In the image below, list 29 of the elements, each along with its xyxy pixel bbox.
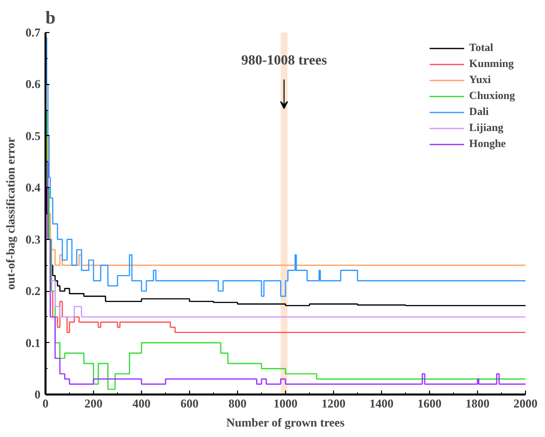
y-tick-label: 0.5: [26, 128, 40, 143]
band-label: 980-1008 trees: [241, 54, 328, 69]
legend-label: Chuxiong: [469, 90, 515, 102]
legend-label: Honghe: [469, 138, 506, 150]
legend-label: Total: [469, 42, 494, 54]
y-tick-label: 0: [34, 388, 40, 402]
y-tick-label: 0.3: [26, 232, 40, 246]
y-tick-label: 0.6: [26, 77, 40, 92]
y-tick-label: 0.7: [26, 26, 40, 40]
x-tick-label: 400: [132, 396, 150, 410]
x-axis-title: Number of grown trees: [226, 416, 345, 430]
legend-label: Lijiang: [469, 122, 504, 134]
x-tick-label: 1200: [322, 396, 346, 410]
chart-title: b: [46, 8, 56, 28]
x-tick-label: 1600: [418, 396, 442, 410]
legend-label: Yuxi: [469, 74, 491, 86]
x-tick-label: 800: [228, 396, 246, 410]
legend-label: Kunming: [469, 58, 514, 70]
legend-label: Dali: [469, 106, 490, 118]
y-tick-label: 0.2: [26, 284, 40, 298]
x-tick-label: 2000: [514, 396, 538, 410]
y-tick-label: 0.1: [26, 336, 40, 350]
x-tick-label: 1800: [466, 396, 490, 410]
x-tick-label: 1400: [370, 396, 394, 410]
x-tick-label: 1000: [274, 396, 298, 410]
x-tick-label: 600: [180, 396, 198, 410]
x-tick-label: 200: [84, 396, 102, 410]
y-axis-title: out-of-bag classification error: [4, 136, 18, 290]
y-tick-label: 0.4: [26, 180, 40, 195]
